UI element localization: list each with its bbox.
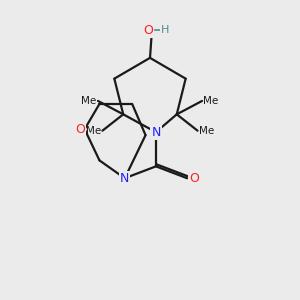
Text: Me: Me [81, 96, 97, 106]
Text: N: N [120, 172, 129, 185]
Text: N: N [151, 126, 160, 139]
Text: Me: Me [199, 126, 214, 136]
Text: O: O [189, 172, 199, 185]
Text: Me: Me [203, 96, 219, 106]
Text: O: O [143, 24, 153, 37]
Text: H: H [161, 25, 169, 35]
Text: O: O [75, 123, 85, 136]
Text: Me: Me [86, 126, 101, 136]
